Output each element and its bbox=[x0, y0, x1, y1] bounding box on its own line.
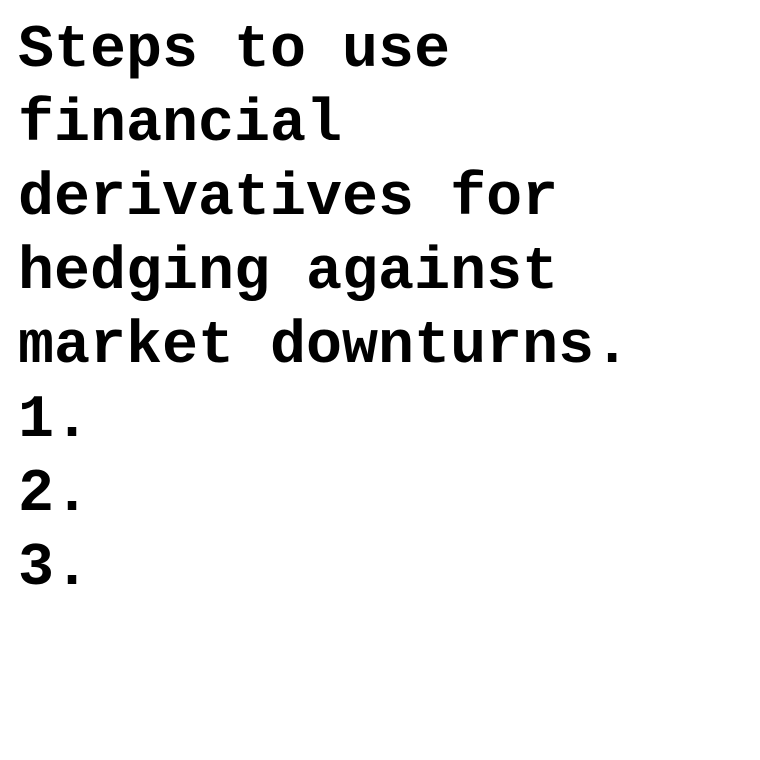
steps-list: 1. 2. 3. bbox=[18, 384, 744, 606]
list-item: 1. bbox=[18, 384, 744, 458]
step-number: 1. bbox=[18, 387, 91, 455]
step-number: 2. bbox=[18, 461, 91, 529]
document-heading: Steps to use financial derivatives for h… bbox=[18, 17, 631, 381]
list-item: 3. bbox=[18, 532, 744, 606]
list-item: 2. bbox=[18, 458, 744, 532]
step-number: 3. bbox=[18, 535, 91, 603]
